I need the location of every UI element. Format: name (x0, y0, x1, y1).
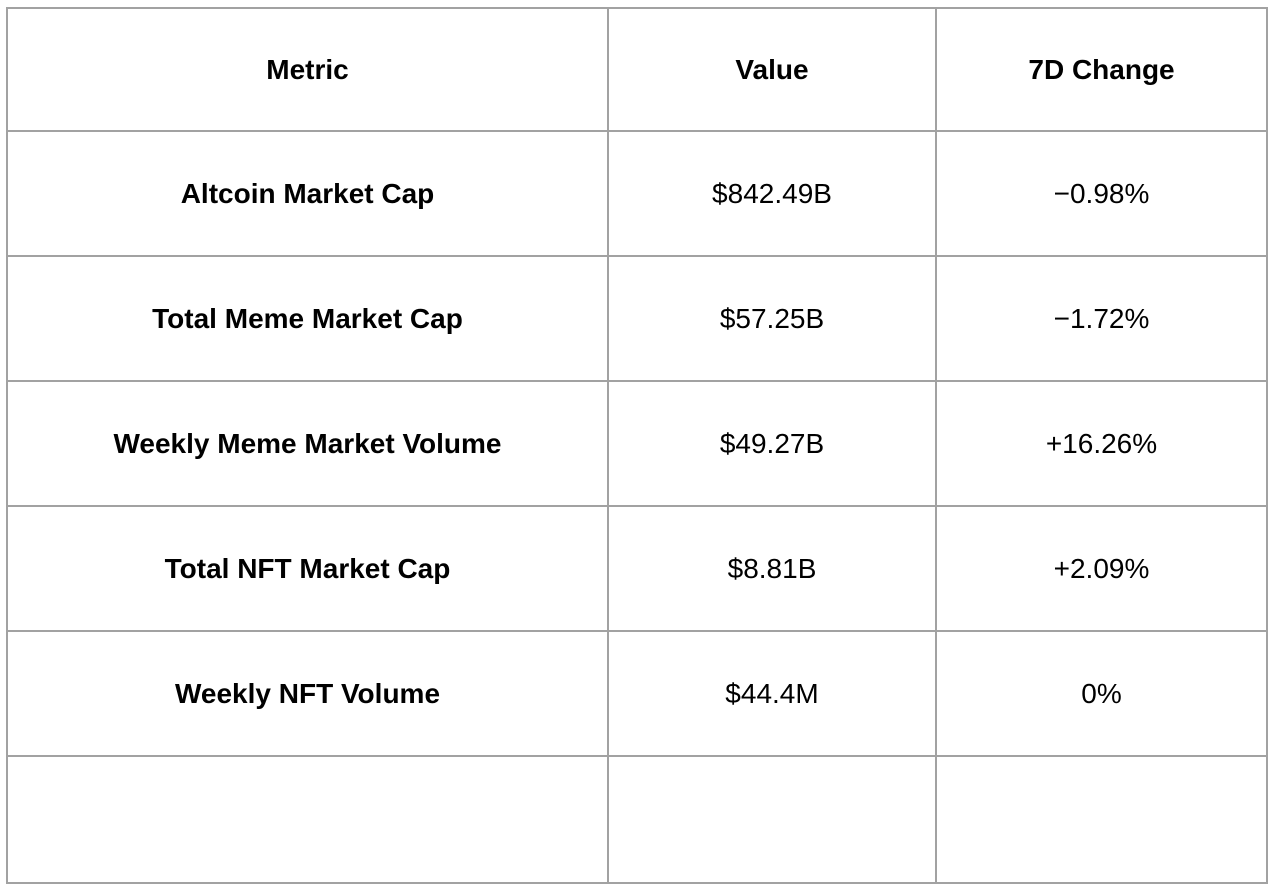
metric-cell: Total NFT Market Cap (6, 505, 609, 632)
value-cell: $57.25B (607, 255, 937, 382)
metric-cell: Weekly NFT Volume (6, 630, 609, 757)
change-cell: −1.72% (935, 255, 1268, 382)
market-metrics-table: Metric Value 7D Change Altcoin Market Ca… (6, 7, 1268, 884)
header-value: Value (607, 7, 937, 132)
table-row: Total Meme Market Cap $57.25B −1.72% (6, 255, 1268, 382)
change-cell: +2.09% (935, 505, 1268, 632)
value-cell: $49.27B (607, 380, 937, 507)
change-cell-empty (935, 755, 1268, 884)
metric-cell: Total Meme Market Cap (6, 255, 609, 382)
table-row: Weekly NFT Volume $44.4M 0% (6, 630, 1268, 757)
header-7d-change: 7D Change (935, 7, 1268, 132)
value-cell: $8.81B (607, 505, 937, 632)
change-cell: +16.26% (935, 380, 1268, 507)
table-row: Weekly Meme Market Volume $49.27B +16.26… (6, 380, 1268, 507)
table-row: Total NFT Market Cap $8.81B +2.09% (6, 505, 1268, 632)
header-row: Metric Value 7D Change (6, 7, 1268, 132)
metric-cell-empty (6, 755, 609, 884)
metric-cell: Weekly Meme Market Volume (6, 380, 609, 507)
value-cell: $44.4M (607, 630, 937, 757)
table-row-partial (6, 755, 1268, 884)
change-cell: −0.98% (935, 130, 1268, 257)
metric-cell: Altcoin Market Cap (6, 130, 609, 257)
change-cell: 0% (935, 630, 1268, 757)
header-metric: Metric (6, 7, 609, 132)
table-row: Altcoin Market Cap $842.49B −0.98% (6, 130, 1268, 257)
value-cell: $842.49B (607, 130, 937, 257)
value-cell-empty (607, 755, 937, 884)
